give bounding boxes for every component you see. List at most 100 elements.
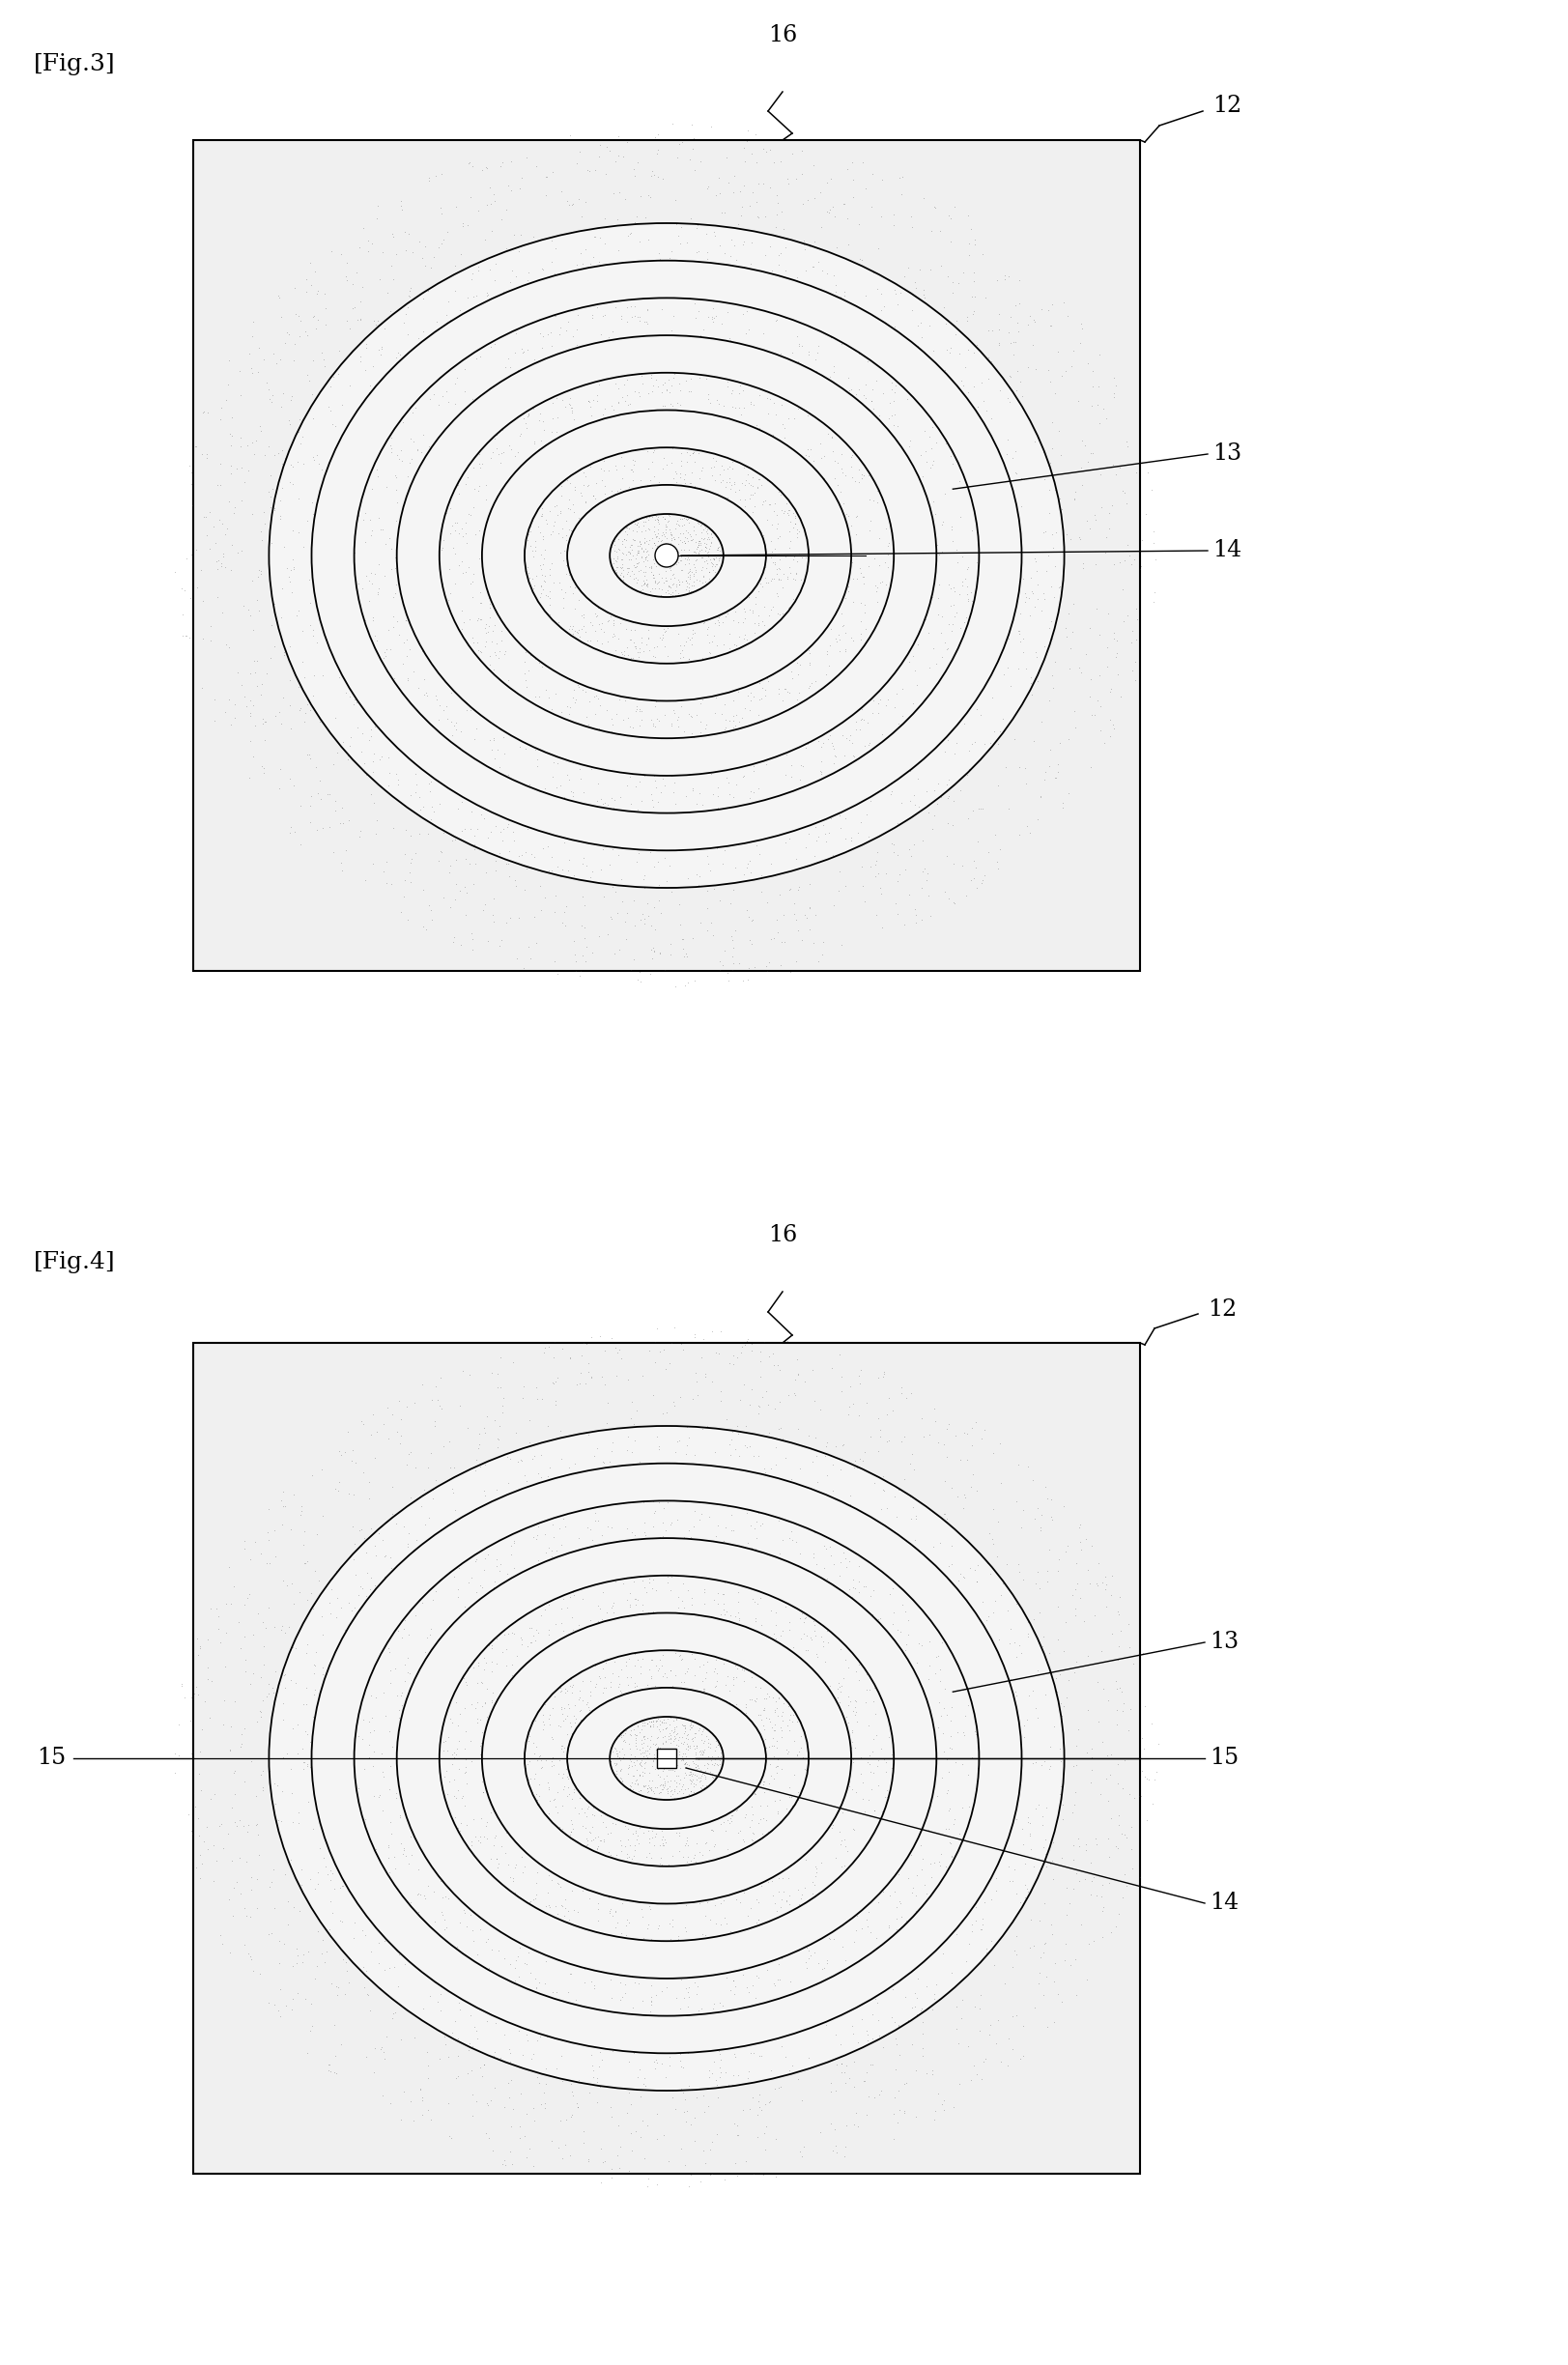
Point — [528, 1741, 554, 1778]
Point — [599, 2150, 624, 2188]
Point — [840, 1568, 866, 1606]
Point — [575, 383, 601, 421]
Point — [676, 1419, 701, 1457]
Point — [361, 348, 386, 385]
Point — [232, 464, 257, 501]
Point — [867, 870, 892, 908]
Point — [767, 669, 792, 707]
Point — [953, 1698, 978, 1736]
Point — [980, 1433, 1005, 1471]
Point — [646, 511, 671, 549]
Point — [765, 561, 790, 598]
Point — [778, 1885, 803, 1923]
Point — [942, 1800, 967, 1838]
Point — [314, 289, 339, 326]
Point — [481, 2036, 506, 2074]
Point — [913, 412, 938, 449]
Point — [933, 1462, 958, 1499]
Point — [282, 1665, 307, 1703]
Point — [1121, 539, 1146, 577]
Point — [494, 1629, 519, 1667]
Point — [643, 1731, 668, 1769]
Point — [676, 532, 701, 570]
Point — [986, 1620, 1011, 1658]
Point — [978, 1556, 1004, 1594]
Point — [575, 1689, 601, 1726]
Point — [814, 1530, 839, 1568]
Point — [580, 478, 605, 516]
Point — [535, 1407, 560, 1445]
Point — [596, 622, 621, 660]
Point — [394, 601, 419, 639]
Point — [182, 428, 207, 466]
Point — [463, 844, 488, 882]
Point — [1005, 650, 1030, 688]
Point — [707, 551, 732, 589]
Point — [491, 2145, 516, 2183]
Point — [1063, 1939, 1088, 1977]
Point — [564, 326, 590, 364]
Point — [671, 1741, 696, 1778]
Point — [422, 1407, 447, 1445]
Point — [430, 1391, 455, 1428]
Point — [936, 629, 961, 667]
Point — [607, 681, 632, 719]
Point — [676, 963, 701, 1000]
Point — [588, 2164, 613, 2202]
Point — [373, 1535, 398, 1573]
Point — [527, 402, 552, 440]
Point — [1024, 641, 1049, 679]
Point — [575, 1353, 601, 1391]
Point — [245, 582, 270, 620]
Point — [271, 527, 296, 565]
Point — [638, 1717, 663, 1755]
Point — [254, 1608, 279, 1646]
Point — [704, 2114, 729, 2152]
Point — [215, 367, 240, 404]
Point — [491, 811, 516, 849]
Point — [353, 861, 378, 899]
Point — [448, 1804, 474, 1842]
Point — [840, 1693, 866, 1731]
Point — [655, 608, 681, 646]
Point — [637, 1734, 662, 1771]
Point — [913, 849, 938, 887]
Point — [1000, 2029, 1025, 2067]
Point — [481, 1568, 506, 1606]
Point — [844, 1774, 869, 1812]
Point — [883, 274, 908, 312]
Point — [1071, 549, 1096, 587]
Point — [336, 736, 361, 773]
Point — [538, 579, 563, 617]
Point — [762, 1615, 787, 1653]
Point — [558, 1956, 583, 1994]
Point — [632, 856, 657, 894]
Point — [737, 326, 762, 364]
Point — [594, 128, 619, 166]
Point — [539, 414, 564, 452]
Point — [850, 558, 875, 596]
Point — [690, 452, 715, 490]
Point — [560, 778, 585, 816]
Point — [216, 681, 241, 719]
Point — [1068, 1906, 1093, 1944]
Point — [742, 1774, 767, 1812]
Point — [895, 1615, 920, 1653]
Point — [274, 1883, 299, 1920]
Point — [643, 118, 668, 156]
Point — [853, 1684, 878, 1722]
Point — [660, 565, 685, 603]
Point — [856, 1894, 881, 1932]
Point — [789, 1620, 814, 1658]
Point — [453, 840, 478, 877]
Point — [500, 1861, 525, 1899]
Point — [599, 1679, 624, 1717]
Point — [431, 691, 456, 728]
Point — [668, 501, 693, 539]
Point — [728, 702, 753, 740]
Point — [392, 303, 417, 341]
Point — [743, 1956, 768, 1994]
Point — [847, 1563, 872, 1601]
Point — [384, 501, 409, 539]
Point — [514, 549, 539, 587]
